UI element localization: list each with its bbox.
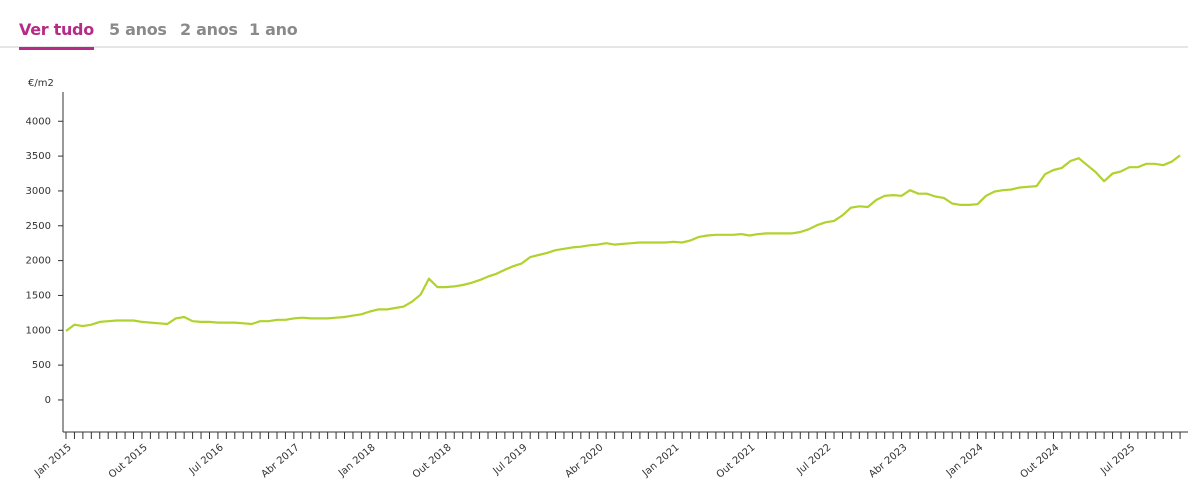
- tab[interactable]: 1 ano: [249, 20, 298, 39]
- y-tick-label: 1000: [26, 325, 51, 336]
- x-tick-label: Jan 2024: [944, 442, 986, 479]
- x-tick-label: Abr 2017: [259, 442, 301, 480]
- y-tick-label: 1500: [26, 290, 51, 301]
- data-line: [65, 154, 1181, 332]
- tab[interactable]: 5 anos: [109, 20, 167, 39]
- x-tick-label: Jan 2015: [32, 442, 74, 479]
- tab[interactable]: 2 anos: [180, 20, 238, 39]
- x-tick-label: Jul 2019: [491, 442, 530, 477]
- x-tick-label: Out 2018: [411, 442, 454, 480]
- y-tick-label: 2000: [26, 256, 51, 267]
- y-tick-label: 3500: [26, 151, 51, 162]
- y-tick-label: 500: [32, 360, 51, 371]
- x-tick-label: Out 2024: [1018, 442, 1061, 480]
- x-tick-label: Jan 2018: [336, 442, 378, 479]
- tab[interactable]: Ver tudo: [19, 20, 94, 50]
- tab-bar: Ver tudo 5 anos 2 anos 1 ano: [0, 0, 1188, 50]
- x-tick-label: Abr 2023: [867, 442, 909, 480]
- x-tick-label: Jan 2021: [640, 442, 682, 479]
- x-tick-label: Jul 2022: [794, 442, 833, 477]
- x-tick-label: Jul 2016: [187, 442, 226, 477]
- y-tick-label: 4000: [26, 116, 51, 127]
- y-tick-label: 0: [45, 395, 51, 406]
- y-tick-label: 3000: [26, 186, 51, 197]
- x-tick-label: Jul 2025: [1098, 442, 1137, 477]
- x-tick-label: Out 2015: [107, 442, 150, 480]
- y-tick-label: 2500: [26, 221, 51, 232]
- x-tick-label: Out 2021: [715, 442, 758, 480]
- x-tick-label: Abr 2020: [563, 442, 605, 480]
- y-axis-label: €/m2: [28, 78, 54, 89]
